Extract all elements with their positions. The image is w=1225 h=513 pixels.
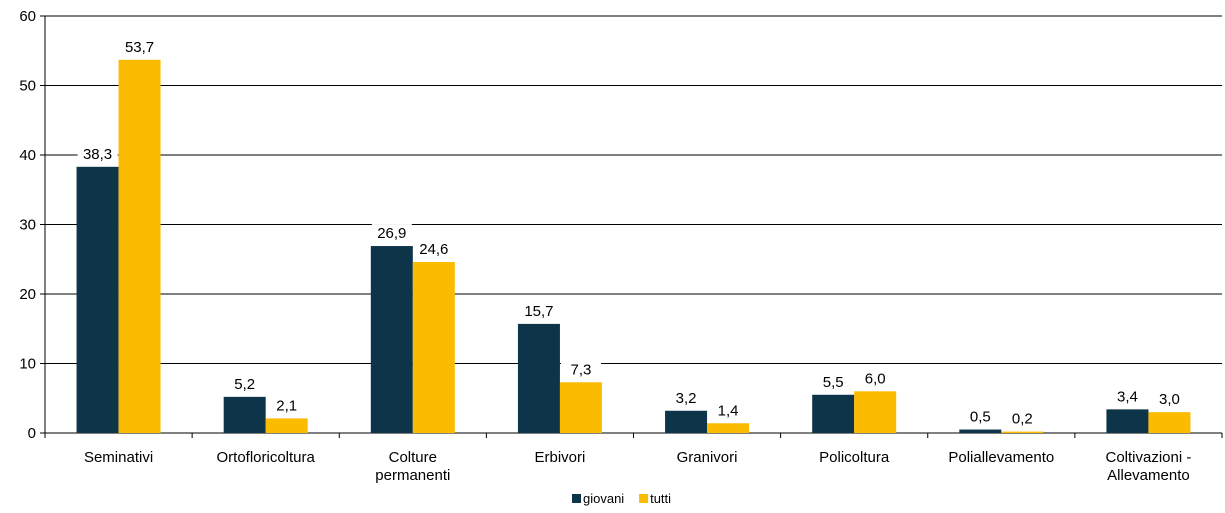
category-label: Poliallevamento bbox=[948, 449, 1054, 466]
category-label: Colture bbox=[389, 449, 437, 466]
bar-giovani bbox=[665, 410, 708, 433]
y-tick-label: 10 bbox=[19, 356, 36, 373]
bar-tutti bbox=[559, 382, 602, 433]
data-label-bg bbox=[960, 407, 1001, 426]
legend-label-tutti: tutti bbox=[650, 491, 671, 506]
data-label: 5,2 bbox=[234, 376, 255, 393]
data-label: 6,0 bbox=[865, 370, 886, 387]
data-label-bg bbox=[560, 360, 601, 379]
bar-giovani bbox=[959, 429, 1002, 433]
data-label: 5,5 bbox=[823, 374, 844, 391]
category-label: Erbivori bbox=[535, 449, 586, 466]
bar-giovani bbox=[76, 166, 119, 433]
bar-tutti bbox=[412, 262, 455, 433]
data-label: 0,2 bbox=[1012, 411, 1033, 428]
category-label: Coltivazioni - bbox=[1106, 449, 1192, 466]
data-label-bg bbox=[224, 374, 265, 393]
category-label: Seminativi bbox=[84, 449, 153, 466]
data-label: 3,0 bbox=[1159, 391, 1180, 408]
data-label-bg bbox=[119, 37, 160, 56]
y-tick-label: 50 bbox=[19, 78, 36, 95]
data-label: 24,6 bbox=[419, 241, 448, 258]
data-label: 15,7 bbox=[524, 303, 553, 320]
bar-giovani bbox=[1106, 409, 1149, 433]
y-tick-label: 20 bbox=[19, 286, 36, 303]
data-label-bg bbox=[1002, 409, 1043, 428]
gridlines bbox=[45, 15, 1222, 364]
data-label-bg bbox=[518, 301, 559, 320]
data-label: 7,3 bbox=[571, 361, 592, 378]
category-label: Allevamento bbox=[1107, 467, 1190, 484]
bars bbox=[76, 59, 1191, 433]
data-label-bg bbox=[708, 401, 749, 420]
data-label-bg bbox=[371, 224, 412, 243]
legend: giovani tutti bbox=[572, 491, 671, 506]
data-label-bg bbox=[666, 388, 707, 407]
category-label: Granivori bbox=[677, 449, 738, 466]
bar-giovani bbox=[812, 394, 855, 433]
bar-tutti bbox=[854, 391, 897, 433]
bar-giovani bbox=[223, 396, 266, 433]
bar-giovani bbox=[517, 323, 560, 433]
legend-swatch-tutti bbox=[639, 494, 649, 503]
bar-tutti bbox=[265, 418, 308, 433]
bar-giovani bbox=[370, 246, 413, 433]
data-label-bg bbox=[1149, 390, 1190, 409]
data-label: 1,4 bbox=[718, 402, 739, 419]
y-tick-label: 40 bbox=[19, 147, 36, 164]
legend-label-giovani: giovani bbox=[583, 491, 624, 506]
data-label: 3,4 bbox=[1117, 388, 1138, 405]
data-labels: 38,3 53,7 5,2 2,1 26,9 24,6 15,7 7,3 3,2 1,4 5,5 6,… bbox=[77, 37, 1190, 428]
bar-tutti bbox=[118, 59, 161, 433]
data-label-bg bbox=[813, 372, 854, 391]
data-label: 0,5 bbox=[970, 409, 991, 426]
y-tick-label: 0 bbox=[28, 425, 36, 442]
data-label-bg bbox=[855, 369, 896, 388]
y-tick-label: 30 bbox=[19, 217, 36, 234]
legend-swatch-giovani bbox=[572, 494, 581, 503]
data-label: 3,2 bbox=[676, 390, 697, 407]
data-label-bg bbox=[266, 396, 307, 415]
data-label-bg bbox=[77, 144, 118, 163]
y-tick-label: 60 bbox=[19, 8, 36, 25]
data-label: 2,1 bbox=[276, 397, 297, 414]
data-label-bg bbox=[1107, 387, 1148, 406]
data-label-bg bbox=[413, 240, 454, 259]
data-label: 26,9 bbox=[377, 225, 406, 242]
data-label: 38,3 bbox=[83, 146, 112, 163]
bar-tutti bbox=[707, 423, 750, 433]
data-label: 53,7 bbox=[125, 39, 154, 56]
category-label: Ortofloricoltura bbox=[217, 449, 316, 466]
category-label: Policoltura bbox=[819, 449, 890, 466]
bar-tutti bbox=[1001, 431, 1044, 433]
bar-tutti bbox=[1148, 412, 1191, 433]
category-label: permanenti bbox=[375, 467, 450, 484]
